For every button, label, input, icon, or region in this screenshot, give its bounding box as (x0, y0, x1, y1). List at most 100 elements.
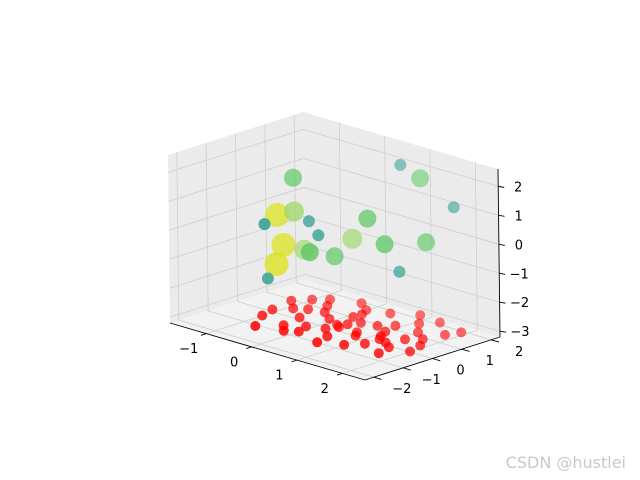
y-tick-label: −2 (392, 382, 411, 397)
data-point (307, 294, 318, 305)
data-point (357, 309, 367, 320)
z-tick-mark (499, 301, 506, 304)
grid-z-left (169, 273, 306, 318)
z-tick-label: −2 (510, 296, 529, 311)
grid-lines (168, 114, 501, 378)
z-tick-label: 0 (515, 238, 523, 253)
x-tick-label: 0 (230, 356, 238, 371)
data-point (333, 322, 344, 333)
data-point (302, 215, 315, 228)
z-tick-mark (499, 330, 507, 333)
data-point (303, 304, 314, 315)
data-point (355, 317, 366, 328)
data-point (375, 235, 394, 254)
x-axis-line (169, 322, 366, 381)
grid-z-back (303, 186, 500, 245)
z-axis-line (497, 168, 501, 338)
grid-y-left (205, 142, 209, 311)
data-point (320, 323, 331, 334)
data-point (342, 228, 363, 249)
z-tick-label: 2 (514, 180, 522, 195)
y-tick-label: 2 (515, 345, 523, 360)
back-pane (303, 112, 500, 337)
grid-x-back (429, 149, 433, 318)
axis-lines (169, 168, 507, 381)
grid-z-back (303, 157, 499, 216)
data-point (322, 331, 333, 342)
z-tick-mark (498, 185, 505, 188)
data-point (312, 229, 325, 242)
grid-z-left (168, 186, 305, 231)
data-point (339, 339, 350, 350)
data-point (312, 337, 323, 348)
tick-labels: −1 0 1 2 −2 −1 0 1 2 −3 −2 −1 0 1 2 (179, 180, 529, 397)
data-point (405, 346, 415, 357)
axis-panes (168, 112, 500, 380)
data-point (293, 326, 304, 337)
data-point (393, 265, 406, 278)
data-point (414, 318, 425, 329)
x-tick-mark (291, 359, 298, 363)
data-point (456, 327, 467, 338)
data-point (250, 321, 261, 331)
grid-z-back (303, 128, 499, 187)
data-point (284, 201, 304, 222)
grid-x-back (384, 135, 388, 304)
z-tick-label: −3 (510, 325, 529, 340)
data-point (373, 348, 384, 359)
data-point (350, 330, 361, 341)
data-point (258, 218, 271, 231)
data-point (271, 232, 296, 257)
y-tick-label: 0 (456, 364, 464, 379)
data-point (383, 342, 394, 353)
grid-z-back (304, 273, 501, 332)
x-tick-mark (336, 372, 343, 376)
x-tick-mark (200, 333, 207, 336)
data-points (250, 158, 467, 359)
y-tick-label: 1 (486, 354, 494, 369)
y-tick-mark (461, 348, 470, 352)
data-point (348, 312, 359, 322)
z-tick-label: −1 (510, 267, 529, 282)
grid-x-back (474, 162, 478, 331)
grid-y-floor (178, 319, 374, 378)
data-point (440, 329, 450, 340)
data-point (390, 320, 401, 331)
data-point (288, 303, 299, 314)
x-tick-label: −1 (179, 342, 198, 357)
grid-y-floor (208, 310, 404, 369)
grid-y-left (235, 133, 238, 302)
data-point (325, 247, 344, 266)
data-point (415, 340, 426, 351)
data-point (300, 243, 319, 262)
data-point (417, 233, 435, 252)
data-point (286, 295, 297, 306)
x-tick-label: 2 (321, 382, 329, 397)
grid-z-left (168, 157, 304, 202)
y-tick-mark (403, 367, 412, 371)
data-point (385, 308, 396, 319)
z-tick-mark (498, 214, 505, 217)
data-point (415, 310, 426, 321)
watermark-text: CSDN @hustlei (505, 453, 626, 472)
y-tick-mark (373, 376, 382, 380)
data-point (257, 310, 268, 321)
data-point (372, 320, 383, 331)
x-tick-label: 1 (275, 369, 283, 384)
grid-z-back (304, 215, 500, 274)
z-tick-mark (498, 243, 505, 246)
data-point (294, 312, 305, 323)
data-point (358, 209, 377, 228)
data-point (411, 169, 430, 188)
z-tick-label: 1 (514, 209, 522, 224)
data-point (324, 314, 335, 324)
data-point (434, 317, 445, 328)
x-tick-mark (246, 346, 252, 350)
data-point (301, 321, 311, 332)
data-point (400, 334, 410, 345)
data-point (394, 158, 407, 171)
grid-z-left (168, 128, 304, 173)
data-point (359, 338, 370, 349)
